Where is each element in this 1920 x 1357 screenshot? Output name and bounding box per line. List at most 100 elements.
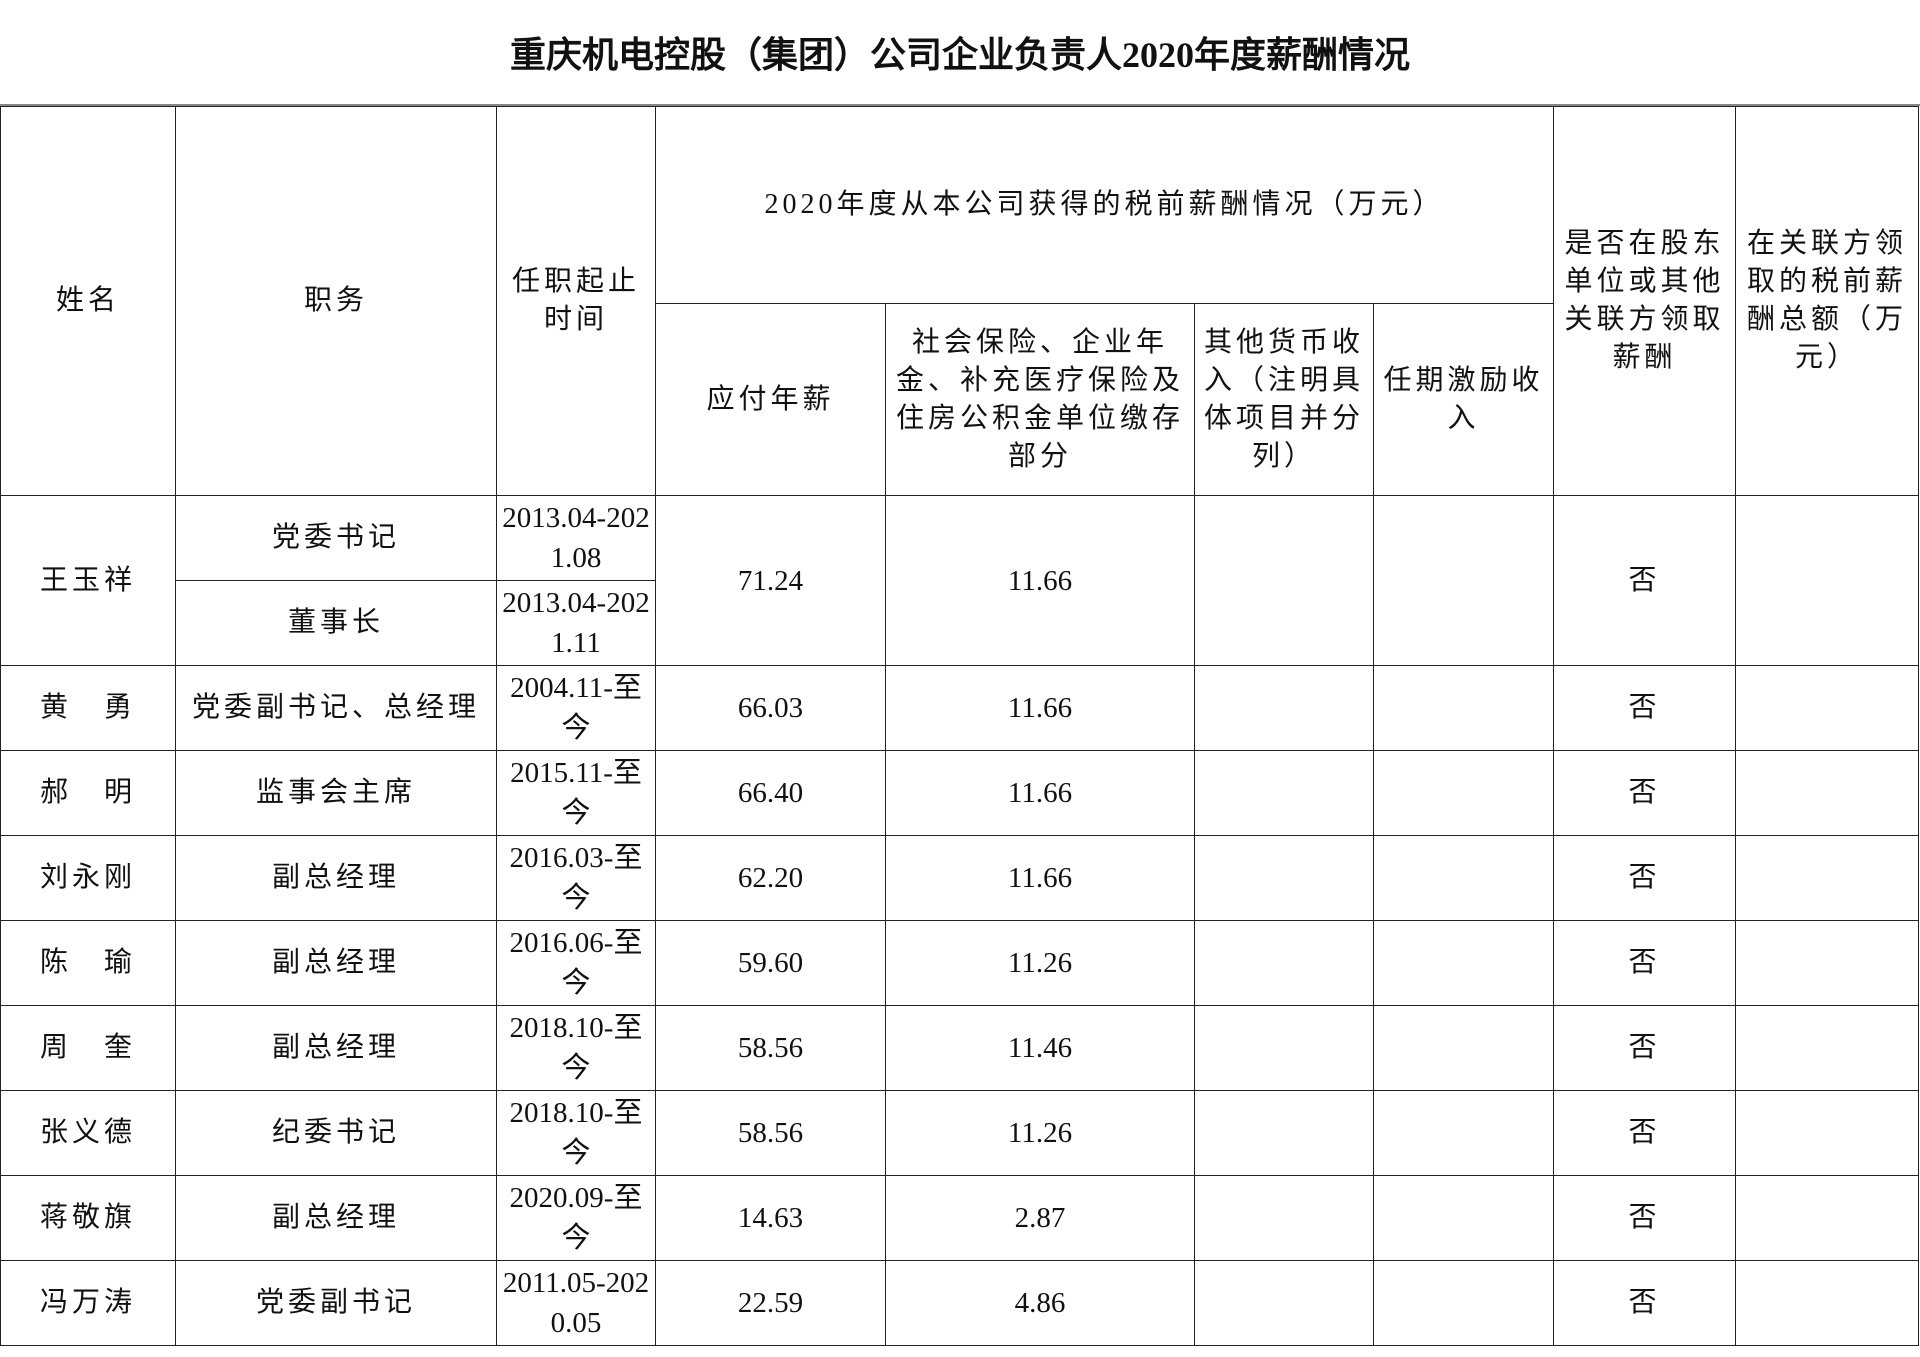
- header-incentive: 任期激励收入: [1372, 303, 1555, 496]
- table-row: 董事长 2013.04-2021.11: [1, 580, 1919, 666]
- name-cell: 陈 瑜: [0, 920, 176, 1006]
- other-income-cell: [1194, 920, 1374, 1006]
- salary-cell: 14.63: [655, 1175, 886, 1261]
- incentive-cell: [1372, 1260, 1555, 1346]
- incentive-cell: [1372, 1005, 1555, 1091]
- related-paid-cell: 否: [1553, 750, 1737, 836]
- related-paid-cell: 否: [1553, 835, 1737, 921]
- term-cell: 2013.04-2021.11: [496, 580, 656, 666]
- position-cell: 副总经理: [175, 920, 497, 1006]
- salary-cell: 58.56: [655, 1090, 886, 1176]
- related-paid-cell: 否: [1553, 1090, 1737, 1176]
- salary-cell: 71.24: [655, 495, 886, 666]
- related-amount-cell: [1735, 835, 1920, 921]
- table-row: 周 奎副总经理 2018.10-至今 58.56 11.46 否: [0, 1005, 1920, 1091]
- other-income-cell: [1194, 835, 1374, 921]
- related-amount-cell: [1735, 495, 1920, 666]
- name-cell: 周 奎: [0, 1005, 176, 1091]
- table-row: 陈 瑜副总经理 2016.06-至今 59.60 11.26 否: [0, 920, 1920, 1006]
- table-row: 王玉祥 党委书记 2013.04-2021.08 71.24 11.66 否: [0, 495, 1920, 666]
- insurance-cell: 11.66: [885, 495, 1195, 666]
- related-amount-cell: [1735, 1175, 1920, 1261]
- table-row: 蒋敬旗 副总经理 2020.09-至今 14.63 2.87 否: [0, 1175, 1920, 1261]
- incentive-cell: [1372, 1175, 1555, 1261]
- related-amount-cell: [1735, 665, 1920, 751]
- term-cell: 2004.11-至今: [496, 665, 656, 751]
- position-cell: 副总经理: [175, 1175, 497, 1261]
- header-salary: 应付年薪: [655, 303, 886, 496]
- insurance-cell: 2.87: [885, 1175, 1195, 1261]
- other-income-cell: [1194, 665, 1374, 751]
- salary-cell: 62.20: [655, 835, 886, 921]
- insurance-cell: 4.86: [885, 1260, 1195, 1346]
- related-amount-cell: [1735, 1090, 1920, 1176]
- insurance-cell: 11.26: [885, 1090, 1195, 1176]
- table-row: 黄 勇党委副书记、总经理 2004.11-至今 66.03 11.66 否: [0, 665, 1920, 751]
- other-income-cell: [1194, 1005, 1374, 1091]
- subheader-row: 应付年薪 社会保险、企业年金、补充医疗保险及住房公积金单位缴存部分 其他货币收入…: [1, 303, 1919, 496]
- insurance-cell: 11.26: [885, 920, 1195, 1006]
- header-term: 任职起止时间: [496, 106, 656, 496]
- table-row: 刘永刚 副总经理 2016.03-至今 62.20 11.66 否: [0, 835, 1920, 921]
- name-cell: 张义德: [0, 1090, 176, 1176]
- salary-table: 姓名 职务 任职起止时间 2020年度从本公司获得的税前薪酬情况（万元） 是否在…: [0, 106, 1920, 1346]
- other-income-cell: [1194, 1090, 1374, 1176]
- name-cell: 郝 明: [0, 750, 176, 836]
- header-other-income: 其他货币收入（注明具体项目并分列）: [1194, 303, 1374, 496]
- salary-cell: 22.59: [655, 1260, 886, 1346]
- name-cell: 刘永刚: [0, 835, 176, 921]
- position-cell: 党委书记: [175, 495, 497, 581]
- incentive-cell: [1372, 920, 1555, 1006]
- page-title: 重庆机电控股（集团）公司企业负责人2020年度薪酬情况: [0, 0, 1920, 106]
- table-row: 冯万涛 党委副书记 2011.05-2020.05 22.59 4.86 否: [0, 1260, 1920, 1346]
- position-cell: 董事长: [175, 580, 497, 666]
- other-income-cell: [1194, 1260, 1374, 1346]
- term-cell: 2020.09-至今: [496, 1175, 656, 1261]
- header-row: 姓名 职务 任职起止时间 2020年度从本公司获得的税前薪酬情况（万元） 是否在…: [0, 106, 1920, 496]
- name-cell: 王玉祥: [0, 495, 176, 666]
- name-cell: 黄 勇: [0, 665, 176, 751]
- name-cell: 蒋敬旗: [0, 1175, 176, 1261]
- header-group: 2020年度从本公司获得的税前薪酬情况（万元）: [654, 106, 1555, 304]
- insurance-cell: 11.66: [885, 665, 1195, 751]
- term-cell: 2018.10-至今: [496, 1005, 656, 1091]
- incentive-cell: [1372, 495, 1555, 666]
- insurance-cell: 11.66: [885, 835, 1195, 921]
- position-cell: 副总经理: [175, 835, 497, 921]
- table-row: 郝 明监事会主席 2015.11-至今 66.40 11.66 否: [0, 750, 1920, 836]
- related-amount-cell: [1735, 920, 1920, 1006]
- term-cell: 2013.04-2021.08: [496, 495, 656, 581]
- related-paid-cell: 否: [1553, 1005, 1737, 1091]
- header-position: 职务: [175, 106, 497, 496]
- term-cell: 2015.11-至今: [496, 750, 656, 836]
- position-cell: 纪委书记: [175, 1090, 497, 1176]
- related-amount-cell: [1735, 750, 1920, 836]
- salary-cell: 59.60: [655, 920, 886, 1006]
- incentive-cell: [1372, 835, 1555, 921]
- table-row: 张义德 纪委书记 2018.10-至今 58.56 11.26 否: [0, 1090, 1920, 1176]
- term-cell: 2018.10-至今: [496, 1090, 656, 1176]
- other-income-cell: [1194, 750, 1374, 836]
- incentive-cell: [1372, 750, 1555, 836]
- incentive-cell: [1372, 665, 1555, 751]
- name-cell: 冯万涛: [0, 1260, 176, 1346]
- salary-cell: 66.03: [655, 665, 886, 751]
- other-income-cell: [1194, 1175, 1374, 1261]
- other-income-cell: [1194, 495, 1374, 666]
- position-cell: 党委副书记: [175, 1260, 497, 1346]
- header-related-paid: 是否在股东单位或其他关联方领取薪酬: [1553, 106, 1737, 496]
- term-cell: 2016.03-至今: [496, 835, 656, 921]
- incentive-cell: [1372, 1090, 1555, 1176]
- position-cell: 党委副书记、总经理: [175, 665, 497, 751]
- related-amount-cell: [1735, 1260, 1920, 1346]
- term-cell: 2011.05-2020.05: [496, 1260, 656, 1346]
- related-paid-cell: 否: [1553, 1260, 1737, 1346]
- related-paid-cell: 否: [1553, 495, 1737, 666]
- header-related-amount: 在关联方领取的税前薪酬总额（万元）: [1735, 106, 1920, 496]
- term-cell: 2016.06-至今: [496, 920, 656, 1006]
- header-name: 姓名: [0, 106, 176, 496]
- related-amount-cell: [1735, 1005, 1920, 1091]
- salary-cell: 66.40: [655, 750, 886, 836]
- related-paid-cell: 否: [1553, 920, 1737, 1006]
- insurance-cell: 11.46: [885, 1005, 1195, 1091]
